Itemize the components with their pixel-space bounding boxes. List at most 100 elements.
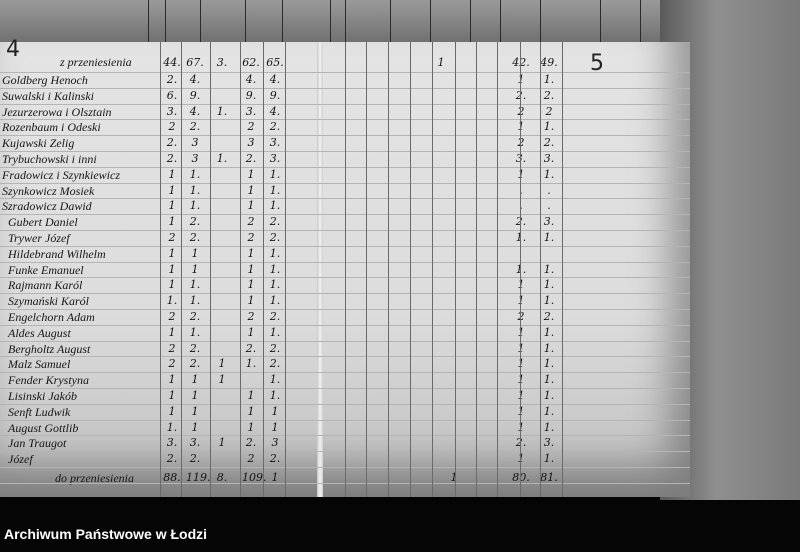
owner-name: Senft Ludwik xyxy=(8,404,71,419)
row-value: 2 xyxy=(247,215,255,229)
owner-name: Trywer Józef xyxy=(8,231,70,245)
row-value: 1 xyxy=(168,262,176,276)
row-value: 2. xyxy=(166,152,178,165)
row-value: 2. xyxy=(269,341,281,355)
row-value: 1 xyxy=(247,420,255,434)
column-rule xyxy=(497,42,498,497)
row-right-value: 1 xyxy=(517,420,525,434)
total-value: 109. xyxy=(242,471,267,484)
owner-name: Trybuchowski i inni xyxy=(2,152,97,166)
row-value: 2. xyxy=(189,452,201,466)
row-right-value: 1 xyxy=(517,341,525,355)
row-value: 1 xyxy=(168,246,176,260)
row-right-value: 1 xyxy=(517,73,525,86)
row-value: 2. xyxy=(189,231,201,244)
header-right-value: 49. xyxy=(540,56,558,69)
row-right-value: 1. xyxy=(543,373,555,387)
row-value: 1 xyxy=(191,246,199,260)
row-right-value: 2 xyxy=(517,310,525,323)
column-rule xyxy=(562,42,563,497)
column-rule xyxy=(330,0,331,44)
column-rule xyxy=(240,42,241,497)
row-value: 2. xyxy=(245,436,257,450)
row-value: 2. xyxy=(269,215,281,229)
owner-name: Fender Krystyna xyxy=(8,373,89,388)
row-right-value: . xyxy=(547,199,551,213)
row-value: 2 xyxy=(247,120,255,134)
row-right-value: 1. xyxy=(543,262,555,276)
row-value: 6. xyxy=(166,88,178,102)
column-rule xyxy=(263,42,264,497)
row-right-value: 1. xyxy=(543,325,555,339)
owner-name: Malz Samuel xyxy=(8,357,71,372)
row-value: 1. xyxy=(216,152,228,165)
row-value: 1 xyxy=(247,199,255,213)
column-rule xyxy=(148,0,149,44)
column-rule xyxy=(540,42,541,497)
row-value: 3 xyxy=(271,436,279,450)
carry-over-label: do przeniesienia xyxy=(55,471,134,485)
row-right-value: 3. xyxy=(543,215,555,229)
row-value: 2 xyxy=(168,231,176,244)
row-value: 1 xyxy=(191,373,199,387)
row-value: 1. xyxy=(269,246,281,260)
row-value: 1 xyxy=(191,262,199,276)
row-value: 1. xyxy=(269,325,281,339)
row-right-value: 1. xyxy=(543,294,555,308)
column-rule xyxy=(640,0,641,44)
row-value: 3. xyxy=(245,104,257,118)
carried-forward-label: z przeniesienia xyxy=(60,55,132,69)
row-value: 9. xyxy=(189,88,201,102)
row-right-value: 1. xyxy=(543,73,555,86)
row-value: 2. xyxy=(189,120,201,134)
row-value: 1 xyxy=(247,389,255,402)
row-right-value: 1. xyxy=(543,404,555,418)
total-value: 1 xyxy=(271,471,279,484)
row-value: 1. xyxy=(269,262,281,276)
column-rule xyxy=(345,42,346,497)
row-right-value: 1. xyxy=(543,278,555,292)
total-right-value: 81. xyxy=(540,471,558,484)
row-value: 1 xyxy=(218,436,226,450)
owner-name: Bergholtz August xyxy=(8,341,91,356)
row-value: 1 xyxy=(168,199,176,213)
row-right-value: 1. xyxy=(543,231,555,244)
row-right-value: 1. xyxy=(543,357,555,371)
column-rule xyxy=(455,42,456,497)
row-value: 9. xyxy=(269,88,281,102)
owner-name: Szradowicz Dawid xyxy=(2,199,92,214)
row-value: 2 xyxy=(247,452,255,466)
row-value: 1. xyxy=(269,167,281,181)
total-middle-value: 1 xyxy=(450,471,458,484)
owner-name: August Gottlib xyxy=(8,420,79,435)
row-right-value: 2. xyxy=(515,215,527,229)
column-rule xyxy=(245,0,246,44)
owner-name: Lisinski Jakób xyxy=(8,389,77,403)
row-value: 3. xyxy=(166,436,178,450)
row-value: 1. xyxy=(245,357,257,371)
row-value: 2 xyxy=(168,341,176,355)
row-right-value: 3. xyxy=(515,152,527,165)
owner-name: Hildebrand Wilhelm xyxy=(8,246,106,261)
column-rule xyxy=(540,0,541,44)
row-value: 3. xyxy=(269,136,281,150)
column-rule xyxy=(410,42,411,497)
row-right-value: 1. xyxy=(543,389,555,402)
column-rule xyxy=(388,42,389,497)
row-value: 1. xyxy=(269,373,281,387)
row-value: 1 xyxy=(168,278,176,292)
owner-name: Suwalski i Kalinski xyxy=(2,88,95,103)
archive-caption: Archiwum Państwowe w Łodzi xyxy=(4,526,208,542)
row-value: 1 xyxy=(247,404,255,418)
row-value: 4. xyxy=(189,73,201,86)
page-number-right: 5 xyxy=(590,51,604,76)
row-right-value: 1 xyxy=(517,389,525,402)
row-value: 2. xyxy=(245,152,257,165)
row-right-value: 1 xyxy=(517,404,525,418)
ledger-page: 4 5 z przeniesienia 44. 67. 3. 62. 65. 42. 49.… xyxy=(0,38,690,497)
column-rule xyxy=(500,0,501,44)
owner-name: Aldes August xyxy=(8,325,71,340)
row-value: 1 xyxy=(247,325,255,339)
row-value: 1 xyxy=(247,278,255,292)
row-value: 4. xyxy=(269,73,281,86)
